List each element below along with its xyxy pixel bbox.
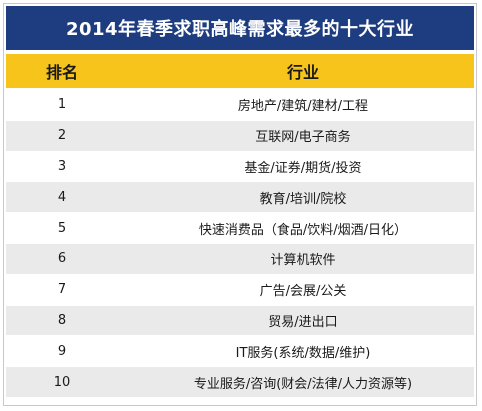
industry-cell: 房地产/建筑/建材/工程: [237, 99, 369, 115]
rank-cell: 5: [57, 220, 67, 236]
rank-cell: 8: [57, 312, 67, 328]
table-row: 7 广告/会展/公关: [6, 274, 474, 306]
rank-cell: 6: [57, 251, 67, 267]
industry-cell: 互联网/电子商务: [255, 130, 351, 146]
table-row: 10 专业服务/咨询(财会/法律/人力资源等): [6, 367, 474, 398]
table-header: 排名 行业: [6, 54, 474, 88]
title-bar: 2014年春季求职高峰需求最多的十大行业: [6, 6, 474, 50]
industry-cell: 贸易/进出口: [268, 314, 338, 330]
rank-cell: 2: [57, 128, 67, 144]
table-body: 1 房地产/建筑/建材/工程 2 互联网/电子商务 3 基金/证券/期货/投资 …: [6, 90, 474, 398]
table-row: 1 房地产/建筑/建材/工程: [6, 90, 474, 121]
rank-cell: 3: [57, 158, 67, 174]
table-row: 2 互联网/电子商务: [6, 120, 474, 152]
rank-cell: 4: [57, 189, 67, 205]
industry-cell: 基金/证券/期货/投资: [244, 160, 362, 176]
industry-cell: IT服务(系统/数据/维护): [235, 345, 371, 361]
rank-cell: 10: [53, 374, 71, 390]
industry-cell: 广告/会展/公关: [259, 284, 347, 300]
industry-cell: 快速消费品（食品/饮料/烟酒/日化）: [198, 222, 408, 238]
header-rank: 排名: [45, 63, 78, 82]
industry-cell: 专业服务/咨询(财会/法律/人力资源等): [193, 376, 413, 392]
table-row: 4 教育/培训/院校: [6, 182, 474, 214]
industry-cell: 教育/培训/院校: [259, 191, 347, 207]
rank-cell: 9: [57, 343, 67, 359]
table-frame: 2014年春季求职高峰需求最多的十大行业 排名 行业 1 房地产/建筑/建材/工…: [3, 3, 477, 406]
header-industry: 行业: [286, 63, 319, 82]
industry-cell: 计算机软件: [270, 253, 336, 269]
rank-cell: 1: [57, 97, 67, 113]
table-row: 5 快速消费品（食品/饮料/烟酒/日化）: [6, 213, 474, 244]
rank-cell: 7: [57, 282, 67, 298]
table-row: 8 贸易/进出口: [6, 305, 474, 337]
table-row: 9 IT服务(系统/数据/维护): [6, 336, 474, 368]
table-title: 2014年春季求职高峰需求最多的十大行业: [65, 19, 415, 40]
table-row: 6 计算机软件: [6, 243, 474, 275]
table-row: 3 基金/证券/期货/投资: [6, 151, 474, 183]
